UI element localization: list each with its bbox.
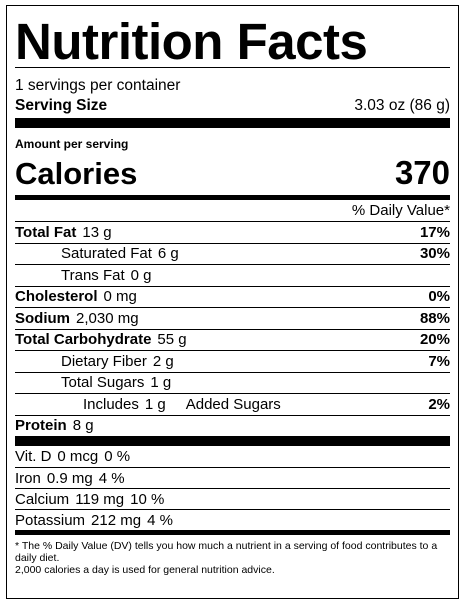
mineral-dv: 0 % — [104, 448, 131, 465]
nutrient-amount: 55 g — [157, 331, 187, 349]
nutrient-dv: 2% — [428, 395, 450, 413]
nutrient-dv: 30% — [419, 245, 450, 263]
mineral-amount: 119 mg — [75, 491, 125, 508]
mineral-dv: 4 % — [147, 512, 173, 529]
thick-divider — [15, 118, 450, 128]
mineral-label: Vit. D — [15, 448, 52, 465]
thick-divider — [15, 436, 450, 446]
nutrient-label: Dietary Fiber — [61, 352, 147, 370]
nutrient-amount: 0 g — [130, 266, 152, 284]
nutrient-label: Saturated Fat — [61, 245, 152, 263]
servings-per-container: 1 servings per container — [15, 77, 181, 94]
mineral-amount: 0 mcg — [57, 448, 99, 465]
nutrient-row-cholesterol: Cholesterol 0 mg 0% — [15, 285, 450, 308]
nutrient-row-total-carbohydrate: Total Carbohydrate 55 g 20% — [15, 328, 450, 351]
nutrient-row-protein: Protein 8 g — [15, 414, 450, 437]
nutrient-row-dietary-fiber: Dietary Fiber 2 g 7% — [15, 350, 450, 372]
nutrient-label: Total Sugars — [61, 374, 145, 392]
nutrient-row-total-fat: Total Fat 13 g 17% — [15, 221, 450, 243]
nutrient-dv: 20% — [419, 331, 450, 349]
calories-value: 370 — [394, 154, 450, 191]
medium-divider — [15, 195, 450, 200]
nutrient-dv: 17% — [419, 223, 450, 241]
amount-per-serving: Amount per serving — [15, 137, 129, 151]
nutrient-label: Added Sugars — [185, 395, 281, 413]
nutrition-facts-label: Nutrition Facts 1 servings per container… — [6, 5, 459, 599]
nutrient-prefix: Includes — [83, 395, 139, 413]
nutrient-amount: 1 g — [144, 395, 166, 413]
nutrient-amount: 2 g — [152, 352, 174, 370]
nutrient-label: Total Carbohydrate — [15, 331, 152, 349]
nutrient-dv: 0% — [428, 288, 450, 306]
footnote-line-1: * The % Daily Value (DV) tells you how m… — [15, 540, 438, 564]
nutrient-dv: 88% — [419, 309, 450, 327]
mineral-dv: 4 % — [98, 470, 125, 487]
mineral-row-iron: Iron 0.9 mg 4 % — [15, 467, 450, 488]
nutrient-label: Cholesterol — [15, 288, 98, 306]
divider — [15, 67, 450, 68]
nutrient-amount: 8 g — [72, 417, 94, 435]
nutrient-label: Protein — [15, 417, 67, 435]
daily-value-header: % Daily Value* — [351, 202, 450, 219]
footnote: * The % Daily Value (DV) tells you how m… — [15, 540, 450, 576]
nutrient-label: Total Fat — [15, 223, 77, 241]
mineral-row-potassium: Potassium 212 mg 4 % — [15, 509, 450, 530]
nutrient-amount: 1 g — [150, 374, 172, 392]
nutrient-label: Trans Fat — [61, 266, 125, 284]
serving-size-label: Serving Size — [15, 97, 108, 114]
medium-divider — [15, 530, 450, 535]
nutrient-row-total-sugars: Total Sugars 1 g — [15, 371, 450, 394]
mineral-label: Potassium — [15, 512, 86, 529]
mineral-label: Calcium — [15, 491, 70, 508]
mineral-row-vitamin-d: Vit. D 0 mcg 0 % — [15, 446, 450, 467]
calories-label: Calories — [15, 156, 138, 191]
nutrient-amount: 2,030 mg — [76, 309, 139, 327]
mineral-label: Iron — [15, 470, 41, 487]
nutrient-label: Sodium — [15, 309, 70, 327]
serving-size-value: 3.03 oz (86 g) — [354, 97, 450, 114]
calories-row: Calories 370 — [15, 156, 450, 189]
mineral-row-calcium: Calcium 119 mg 10 % — [15, 488, 450, 509]
mineral-dv: 10 % — [130, 491, 165, 508]
serving-size-row: Serving Size 3.03 oz (86 g) — [15, 96, 450, 116]
nutrient-amount: 13 g — [82, 223, 112, 241]
nutrient-row-sodium: Sodium 2,030 mg 88% — [15, 307, 450, 329]
nutrient-row-added-sugars: Includes 1 g Added Sugars 2% — [15, 393, 450, 415]
mineral-amount: 0.9 mg — [46, 470, 93, 487]
label-title: Nutrition Facts — [15, 13, 368, 70]
nutrient-amount: 0 mg — [103, 288, 137, 306]
nutrient-amount: 6 g — [157, 245, 179, 263]
nutrient-dv: 7% — [428, 352, 450, 370]
mineral-amount: 212 mg — [91, 512, 142, 529]
nutrient-row-trans-fat: Trans Fat 0 g — [15, 264, 450, 286]
footnote-line-2: 2,000 calories a day is used for general… — [15, 564, 275, 576]
nutrient-row-saturated-fat: Saturated Fat 6 g 30% — [15, 242, 450, 265]
